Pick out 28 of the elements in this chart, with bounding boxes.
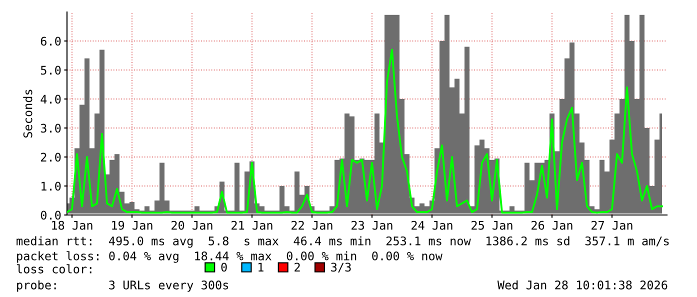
legend-label: 3/3 [331,262,351,273]
x-tick-label: 24 Jan [412,220,452,230]
y-tick-label: 4.0 [40,94,61,104]
x-tick-label: 22 Jan [292,220,332,230]
legend-label: 0 [221,262,227,272]
legend-label: 2 [294,262,300,272]
line-series [67,48,663,214]
y-tick-label: 0.0 [40,210,61,220]
legend-label: 1 [258,262,264,272]
x-tick-label: 27 Jan [592,220,632,230]
x-tick-label: 19 Jan [112,220,152,230]
y-tick-label: 1.0 [42,182,61,191]
y-tick-label: 3.0 [40,124,61,133]
text: packet loss: 0.04 % avg 18.44 % max 0.00 % min 0.00 % now [17,251,442,263]
x-tick-label: 20 Jan [172,220,212,230]
x-tick-label: 21 Jan [232,220,272,230]
x-tick-label: 26 Jan [532,220,572,230]
x-tick-label: 18 Jan [52,220,92,230]
y-axis-title: Seconds [23,90,32,138]
legend-title: loss color: [16,264,92,274]
y-tick-label: 6.0 [40,36,61,46]
x-tick-label: 25 Jan [472,220,512,230]
x-tick-label: 23 Jan [352,220,392,230]
text: median rtt: 495.0 ms avg 5.8 s max 46.4 ms min 253.1 ms now 1386.2 ms sd 357.1 m am/s [16,236,669,248]
text: probe: 3 URLs every 300s [17,280,228,292]
y-tick-label: 2.0 [41,152,61,162]
y-tick-label: 5.0 [40,66,61,75]
text: Wed Jan 28 10:01:38 2026 [497,280,668,290]
